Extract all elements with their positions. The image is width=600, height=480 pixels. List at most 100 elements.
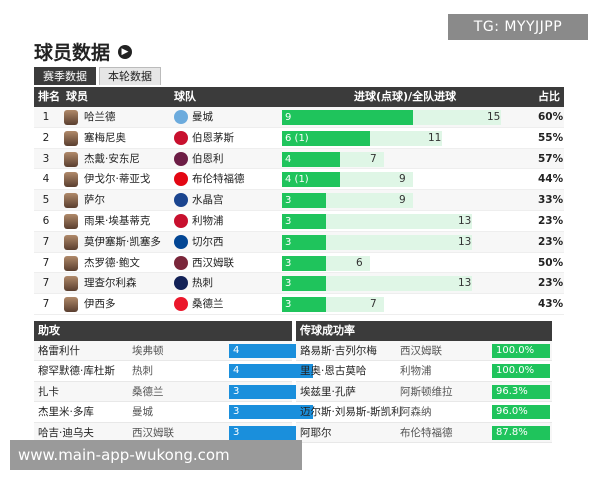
team-crest-icon (174, 255, 188, 270)
player-goals-bar: 4 (1) (282, 172, 340, 188)
goal-share: 23% (538, 235, 564, 248)
table-row[interactable]: 6 雨果·埃基蒂克 利物浦 3 13 23% (34, 211, 564, 232)
assist-count: 4 (229, 364, 313, 379)
player-name[interactable]: 伊戈尔·蒂亚戈 (84, 173, 151, 186)
list-item[interactable]: 格雷利什 埃弗顿 4 (34, 341, 313, 362)
player-name[interactable]: 杰戴·安东尼 (84, 152, 140, 165)
team-goals-label: 13 (458, 277, 472, 290)
player-name[interactable]: 哈吉·迪乌夫 (38, 426, 94, 439)
player-name[interactable]: 里奥·恩古莫哈 (300, 365, 367, 378)
list-item[interactable]: 埃兹里·孔萨 阿斯顿维拉 96.3% (296, 381, 552, 403)
goal-share: 55% (538, 131, 564, 144)
team-goals-bar (282, 213, 472, 229)
player-name[interactable]: 格雷利什 (38, 345, 80, 357)
table-row[interactable]: 7 理查尔利森 热刺 3 13 23% (34, 273, 564, 295)
table-row[interactable]: 3 杰戴·安东尼 伯恩利 4 7 57% (34, 148, 564, 170)
team-name[interactable]: 伯恩利 (192, 152, 224, 165)
list-item[interactable]: 里奥·恩古莫哈 利物浦 100.0% (296, 361, 552, 382)
player-avatar (64, 172, 78, 188)
team-name[interactable]: 布伦特福德 (400, 426, 453, 439)
team-name[interactable]: 埃弗顿 (132, 345, 164, 357)
player-name[interactable]: 塞梅尼奥 (84, 131, 126, 144)
player-avatar (64, 151, 78, 167)
list-item[interactable]: 迈尔斯·刘易斯-斯凯利 阿森纳 96.0% (296, 402, 552, 423)
player-name[interactable]: 萨尔 (84, 194, 105, 207)
team-crest-icon (174, 297, 188, 312)
pass-accuracy: 96.3% (492, 384, 550, 399)
table-row[interactable]: 7 莫伊塞斯·凯塞多 切尔西 3 13 23% (34, 231, 564, 253)
team-name[interactable]: 利物浦 (192, 214, 224, 227)
page-title-text: 球员数据 (34, 42, 111, 64)
player-goals-bar: 3 (282, 276, 326, 292)
team-goals-bar (282, 234, 472, 250)
rank-cell: 7 (42, 277, 50, 290)
table-row[interactable]: 2 塞梅尼奥 伯恩茅斯 6 (1) 11 55% (34, 128, 564, 149)
player-name[interactable]: 雨果·埃基蒂克 (84, 214, 151, 227)
player-avatar (64, 297, 78, 313)
rank-cell: 7 (42, 256, 50, 269)
assist-count: 3 (229, 405, 313, 420)
player-goals-bar: 3 (282, 297, 326, 313)
player-name[interactable]: 埃兹里·孔萨 (300, 385, 356, 398)
rank-cell: 4 (42, 173, 50, 186)
table-row[interactable]: 1 哈兰德 曼城 9 15 60% (34, 107, 564, 128)
player-name[interactable]: 理查尔利森 (84, 277, 137, 290)
player-name[interactable]: 穆罕默德·库杜斯 (38, 365, 115, 378)
player-name[interactable]: 莫伊塞斯·凯塞多 (84, 235, 161, 248)
list-item[interactable]: 穆罕默德·库杜斯 热刺 4 (34, 361, 313, 382)
goal-share: 33% (538, 194, 564, 207)
player-goals-bar: 3 (282, 255, 326, 271)
header-team: 球队 (174, 90, 196, 103)
team-name[interactable]: 阿斯顿维拉 (400, 385, 453, 398)
player-name[interactable]: 路易斯·吉列尔梅 (300, 345, 377, 357)
goals-bar: 3 13 (282, 211, 530, 232)
table-row[interactable]: 7 杰罗德·鲍文 西汉姆联 3 6 50% (34, 253, 564, 274)
team-crest-icon (174, 151, 188, 166)
team-name[interactable]: 切尔西 (192, 235, 224, 248)
list-item[interactable]: 扎卡 桑德兰 3 (34, 381, 313, 403)
player-name[interactable]: 杰里米·多库 (38, 406, 94, 419)
list-item[interactable]: 阿耶尔 布伦特福德 87.8% (296, 422, 552, 443)
player-goals-bar: 3 (282, 213, 326, 229)
table-row[interactable]: 5 萨尔 水晶宫 3 9 33% (34, 190, 564, 211)
scorers-table-body: 1 哈兰德 曼城 9 15 60% 2 塞梅尼奥 伯恩茅斯 6 (1) 11 55% 3 杰戴·安东尼 伯恩… (34, 107, 564, 315)
table-row[interactable]: 7 伊西多 桑德兰 3 7 43% (34, 294, 564, 315)
team-name[interactable]: 桑德兰 (192, 298, 224, 311)
rank-cell: 7 (42, 298, 50, 311)
team-goals-label: 13 (458, 235, 472, 248)
team-name[interactable]: 西汉姆联 (192, 256, 234, 269)
team-name[interactable]: 伯恩茅斯 (192, 131, 234, 144)
goals-bar: 3 13 (282, 273, 530, 294)
player-name[interactable]: 阿耶尔 (300, 426, 332, 439)
team-name[interactable]: 曼城 (192, 111, 213, 123)
list-item[interactable]: 杰里米·多库 曼城 3 (34, 402, 313, 423)
team-name[interactable]: 热刺 (132, 365, 153, 378)
team-name[interactable]: 热刺 (192, 277, 213, 290)
player-avatar (64, 110, 78, 125)
team-name[interactable]: 西汉姆联 (400, 345, 442, 357)
goal-share: 60% (538, 111, 564, 123)
arrow-right-icon[interactable]: ▶ (118, 44, 133, 59)
team-name[interactable]: 西汉姆联 (132, 426, 174, 439)
player-name[interactable]: 哈兰德 (84, 111, 116, 123)
passing-panel-title: 传球成功率 (296, 321, 552, 341)
team-name[interactable]: 利物浦 (400, 365, 432, 378)
team-goals-label: 15 (487, 111, 501, 123)
table-row[interactable]: 4 伊戈尔·蒂亚戈 布伦特福德 4 (1) 9 44% (34, 169, 564, 191)
list-item[interactable]: 路易斯·吉列尔梅 西汉姆联 100.0% (296, 341, 552, 362)
team-crest-icon (174, 130, 188, 145)
team-name[interactable]: 布伦特福德 (192, 173, 245, 186)
player-name[interactable]: 杰罗德·鲍文 (84, 256, 140, 269)
team-name[interactable]: 桑德兰 (132, 385, 164, 398)
tab-season-stats[interactable]: 赛季数据 (34, 67, 96, 85)
team-goals-label: 7 (370, 152, 377, 165)
player-name[interactable]: 迈尔斯·刘易斯-斯凯利 (300, 406, 402, 419)
tab-round-stats[interactable]: 本轮数据 (99, 67, 161, 85)
player-name[interactable]: 扎卡 (38, 385, 59, 398)
team-name[interactable]: 阿森纳 (400, 406, 432, 419)
team-name[interactable]: 水晶宫 (192, 194, 224, 207)
team-crest-icon (174, 234, 188, 249)
player-name[interactable]: 伊西多 (84, 298, 116, 311)
team-name[interactable]: 曼城 (132, 406, 153, 419)
